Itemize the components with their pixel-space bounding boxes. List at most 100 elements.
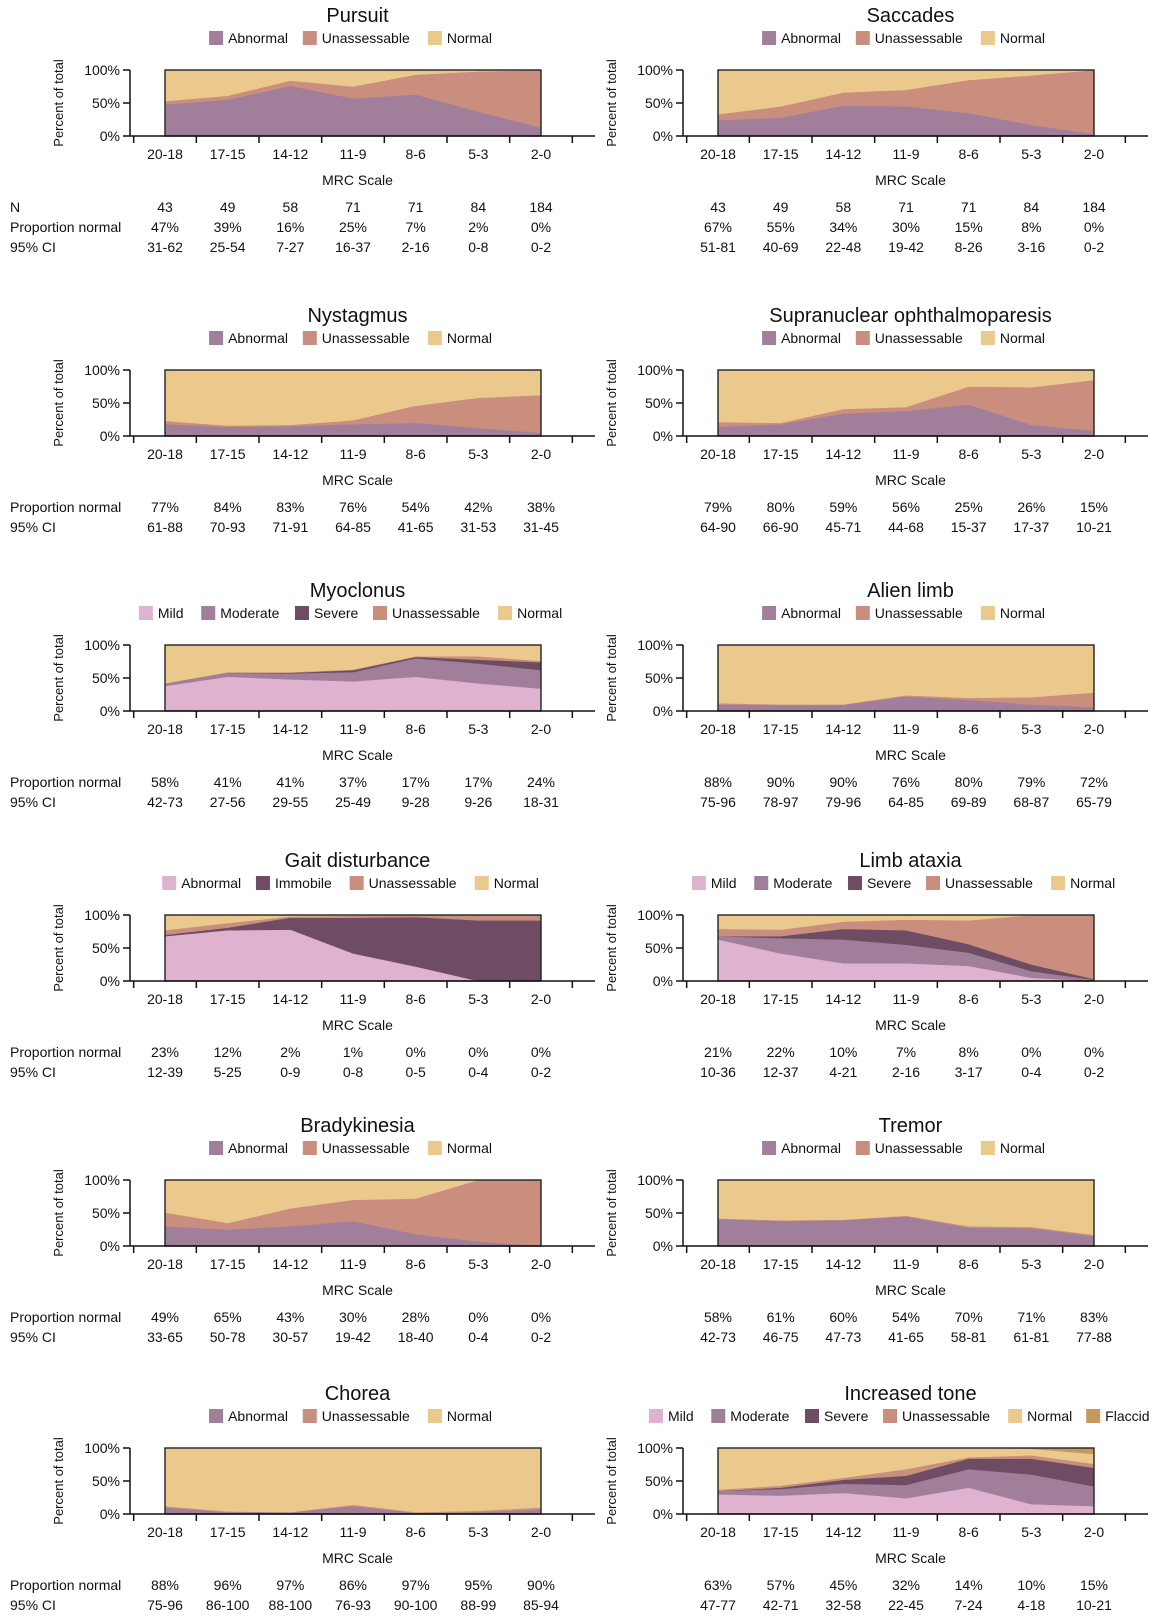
y-tick-label: 0% <box>100 973 120 989</box>
legend-swatch <box>209 1409 224 1423</box>
table-cell: 71 <box>961 199 977 215</box>
y-tick-label: 50% <box>92 1473 120 1489</box>
table-cell: 12-37 <box>763 1064 799 1080</box>
y-tick-label: 50% <box>645 1473 673 1489</box>
table-cell: 47% <box>151 219 179 235</box>
table-cell: 80% <box>955 774 983 790</box>
legend-swatch <box>1008 1409 1023 1423</box>
legend-swatch <box>294 606 309 620</box>
x-tick-label: 17-15 <box>210 146 246 162</box>
legend-swatch <box>373 606 387 620</box>
legend-swatch <box>201 606 216 620</box>
table-cell: 15% <box>1080 499 1108 515</box>
legend-swatch <box>162 876 177 890</box>
table-cell: 17% <box>402 774 430 790</box>
table-cell: 95% <box>464 1577 492 1593</box>
y-tick-label: 0% <box>100 1506 120 1522</box>
y-tick-label: 100% <box>84 62 120 78</box>
table-cell: 49 <box>773 199 789 215</box>
x-tick-label: 14-12 <box>825 721 861 737</box>
x-tick-label: 17-15 <box>763 991 799 1007</box>
chart-title: Increased tone <box>844 1383 976 1405</box>
legend-label: Unassessable <box>875 1140 963 1156</box>
chart-panel-0: Pursuit Abnormal Unassessable Normal 0% 50% 10… <box>10 5 595 255</box>
table-cell: 64-85 <box>335 519 371 535</box>
x-tick-label: 11-9 <box>893 1256 920 1272</box>
table-cell: 2% <box>468 219 488 235</box>
table-cell: 58-81 <box>951 1329 987 1345</box>
table-cell: 88% <box>151 1577 179 1593</box>
table-cell: 0% <box>531 1309 551 1325</box>
table-cell: 65-79 <box>1076 794 1112 810</box>
table-cell: 63% <box>704 1577 732 1593</box>
x-tick-label: 17-15 <box>210 721 246 737</box>
table-cell: 65% <box>214 1309 242 1325</box>
y-tick-label: 0% <box>653 428 673 444</box>
table-cell: 58 <box>836 199 852 215</box>
chart-panel-1: Saccades Abnormal Unassessable Normal 0% 50% 1… <box>604 5 1148 255</box>
x-tick-label: 2-0 <box>1084 446 1104 462</box>
x-tick-label: 14-12 <box>272 146 308 162</box>
x-tick-label: 5-3 <box>1021 721 1041 737</box>
y-axis-label: Percent of total <box>604 634 619 722</box>
table-cell: 64-85 <box>888 794 924 810</box>
x-tick-label: 8-6 <box>959 1524 979 1540</box>
x-tick-label: 8-6 <box>406 1256 426 1272</box>
table-cell: 8% <box>959 1044 979 1060</box>
x-tick-label: 5-3 <box>1021 446 1041 462</box>
chart-panel-3: Supranuclear ophthalmoparesis Abnormal Una… <box>604 305 1148 535</box>
legend-swatch <box>855 31 870 45</box>
table-cell: 50-78 <box>210 1329 246 1345</box>
table-cell: 8% <box>1021 219 1041 235</box>
table-cell: 18-31 <box>523 794 559 810</box>
legend-swatch <box>427 331 442 345</box>
table-cell: 9-26 <box>464 794 492 810</box>
x-tick-label: 14-12 <box>825 991 861 1007</box>
table-cell: 1% <box>343 1044 363 1060</box>
legend-label: Flaccid <box>1105 1408 1149 1424</box>
chart-title: Gait disturbance <box>285 850 431 872</box>
x-tick-label: 8-6 <box>406 446 426 462</box>
x-tick-label: 2-0 <box>1084 1256 1104 1272</box>
table-cell: 16% <box>276 219 304 235</box>
legend-swatch <box>427 1141 442 1155</box>
legend-label: Moderate <box>730 1408 789 1424</box>
table-cell: 0-2 <box>531 239 551 255</box>
legend-swatch <box>762 1141 777 1155</box>
x-tick-label: 2-0 <box>531 1524 551 1540</box>
table-cell: 30-57 <box>272 1329 308 1345</box>
legend-label: Unassessable <box>875 330 963 346</box>
y-tick-label: 100% <box>84 637 120 653</box>
legend-label: Abnormal <box>228 30 288 46</box>
table-cell: 43 <box>710 199 726 215</box>
table-cell: 23% <box>151 1044 179 1060</box>
chart-title: Limb ataxia <box>859 850 962 872</box>
table-cell: 12% <box>214 1044 242 1060</box>
chart-title: Bradykinesia <box>300 1115 415 1137</box>
x-tick-label: 20-18 <box>147 991 183 1007</box>
y-tick-label: 100% <box>637 62 673 78</box>
table-cell: 97% <box>276 1577 304 1593</box>
chart-title: Chorea <box>325 1383 391 1405</box>
x-tick-label: 8-6 <box>406 991 426 1007</box>
x-tick-label: 2-0 <box>531 146 551 162</box>
legend-label: Abnormal <box>781 30 841 46</box>
table-cell: 18-40 <box>398 1329 434 1345</box>
legend-label: Normal <box>1027 1408 1072 1424</box>
table-cell: 42-73 <box>700 1329 736 1345</box>
table-cell: 41% <box>276 774 304 790</box>
y-tick-label: 100% <box>84 1440 120 1456</box>
x-tick-label: 2-0 <box>531 446 551 462</box>
x-tick-label: 11-9 <box>893 146 920 162</box>
table-cell: 0% <box>468 1309 488 1325</box>
y-tick-label: 100% <box>637 1172 673 1188</box>
x-axis-label: MRC Scale <box>322 472 393 488</box>
table-cell: 45% <box>829 1577 857 1593</box>
table-cell: 0-2 <box>1084 239 1104 255</box>
x-tick-label: 2-0 <box>1084 146 1104 162</box>
legend-label: Normal <box>447 1408 492 1424</box>
x-tick-label: 11-9 <box>340 446 367 462</box>
table-cell: 0-2 <box>531 1064 551 1080</box>
legend-swatch <box>209 1141 224 1155</box>
